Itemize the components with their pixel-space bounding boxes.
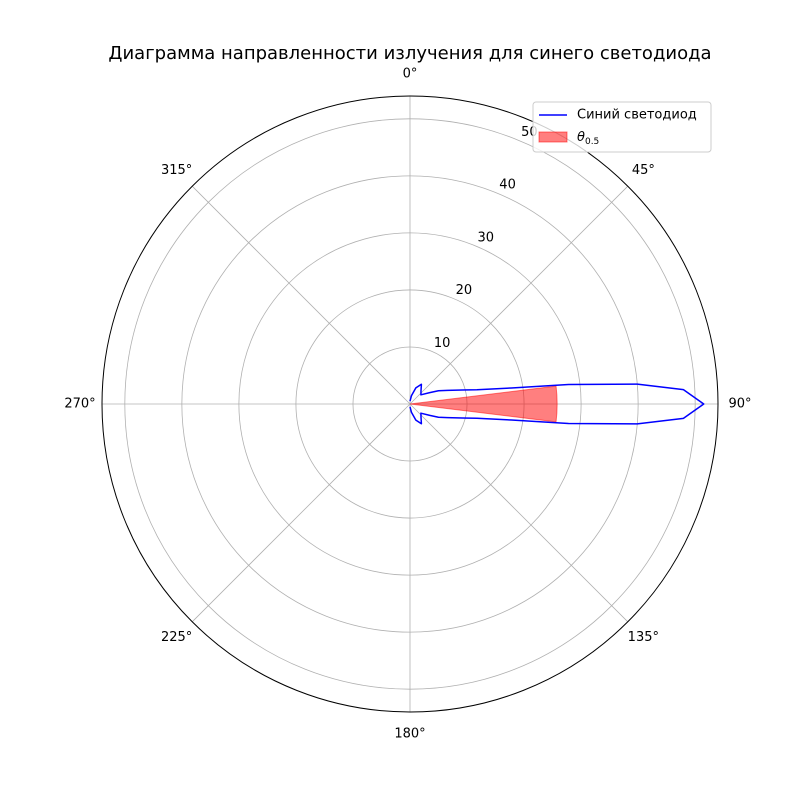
- half-angle-sector: [409, 385, 558, 423]
- legend-label: Синий светодиод: [577, 108, 697, 123]
- theta-tick-label: 90°: [728, 397, 751, 412]
- legend-label-main: θ: [577, 130, 585, 145]
- legend-label-sub: 0.5: [585, 137, 599, 147]
- legend-swatch: [538, 131, 568, 143]
- legend-box: [532, 101, 712, 153]
- theta-tick-label: 180°: [394, 727, 425, 742]
- legend-label: θ0.5: [577, 130, 599, 147]
- pattern-line: [409, 383, 705, 425]
- theta-tick-label: 270°: [64, 397, 95, 412]
- r-tick-label: 40: [499, 178, 516, 193]
- grid-spoke: [191, 403, 411, 623]
- theta-tick-label: 0°: [403, 67, 418, 82]
- r-tick-label: 30: [477, 230, 494, 245]
- grid-spoke: [409, 403, 629, 623]
- theta-tick-label: 45°: [632, 163, 655, 178]
- theta-tick-label: 315°: [161, 163, 192, 178]
- r-tick-label: 10: [434, 336, 451, 351]
- r-tick-label: 20: [456, 283, 473, 298]
- grid-spoke: [191, 185, 411, 405]
- theta-tick-label: 225°: [161, 630, 192, 645]
- theta-tick-label: 135°: [628, 630, 659, 645]
- grid-spoke: [409, 185, 629, 405]
- chart-title: Диаграмма направленности излучения для с…: [108, 43, 711, 64]
- polar-frame: [101, 95, 719, 713]
